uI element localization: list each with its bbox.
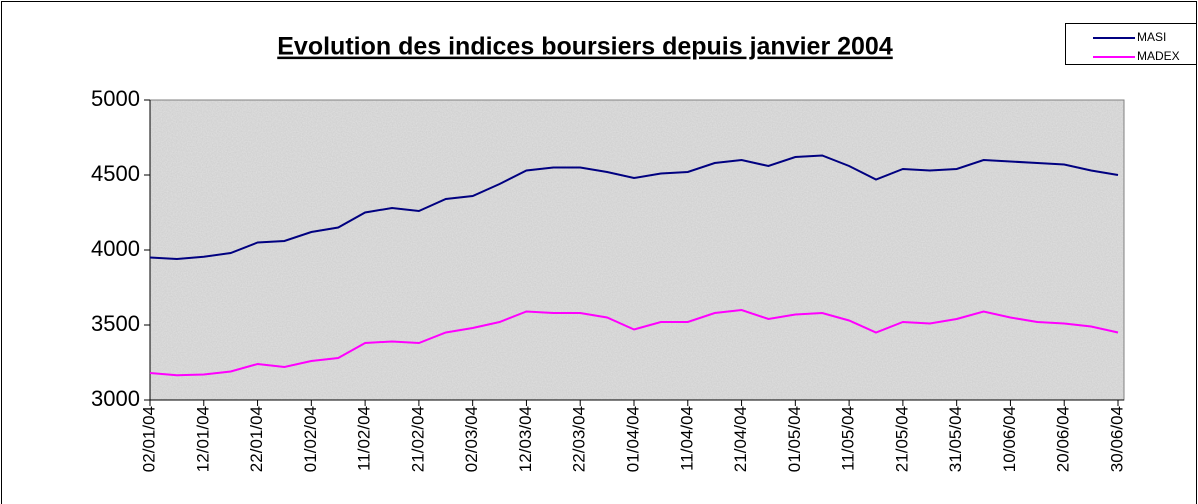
y-tick-label: 3000: [91, 386, 140, 411]
chart-title: Evolution des indices boursiers depuis j…: [277, 33, 893, 61]
x-tick-label: 12/03/04: [516, 406, 535, 472]
plot-texture: [150, 100, 1124, 400]
x-tick-label: 31/05/04: [946, 406, 965, 472]
x-tick-label: 11/02/04: [355, 406, 374, 471]
x-tick-label: 20/06/04: [1054, 406, 1073, 472]
x-tick-label: 21/05/04: [892, 406, 911, 472]
legend-label: MASI: [1137, 30, 1166, 44]
x-tick-label: 22/01/04: [247, 406, 266, 472]
legend-label: MADEX: [1137, 49, 1180, 63]
y-tick-label: 5000: [91, 86, 140, 111]
x-tick-label: 02/01/04: [139, 406, 158, 472]
x-tick-label: 02/03/04: [462, 406, 481, 472]
line-series: [149, 308, 1119, 377]
x-tick-label: 01/04/04: [623, 406, 642, 472]
y-tick-label: 4000: [91, 236, 140, 261]
line-series: [149, 154, 1119, 261]
x-tick-label: 21/04/04: [731, 406, 750, 472]
y-tick-label: 3500: [91, 311, 140, 336]
x-tick-label: 01/05/04: [785, 406, 804, 472]
x-tick-label: 11/04/04: [677, 406, 696, 471]
y-tick-label: 4500: [91, 161, 140, 186]
x-tick-label: 10/06/04: [1000, 406, 1019, 472]
x-tick-label: 21/02/04: [408, 406, 427, 472]
x-tick-label: 22/03/04: [570, 406, 589, 472]
x-tick-label: 12/01/04: [193, 406, 212, 472]
x-tick-label: 11/05/04: [839, 406, 858, 471]
x-tick-label: 01/02/04: [301, 406, 320, 472]
x-tick-label: 30/06/04: [1107, 406, 1126, 472]
